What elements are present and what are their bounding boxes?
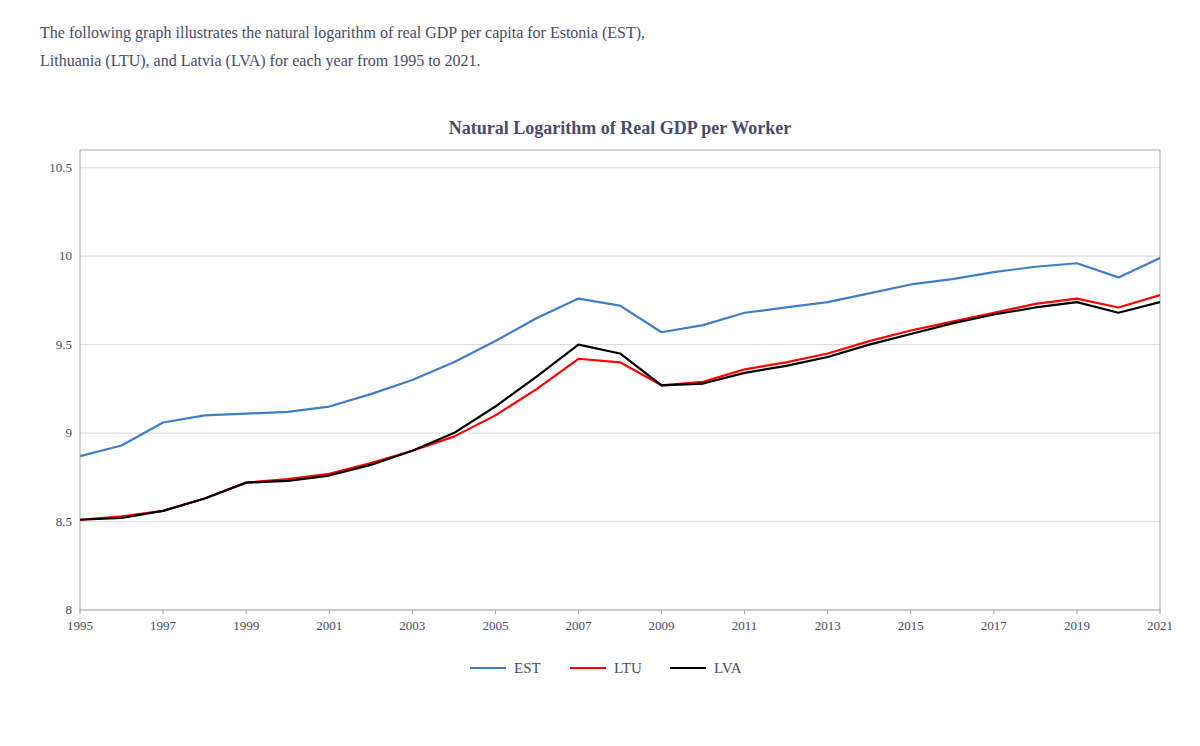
legend-swatch [470, 667, 506, 669]
x-tick-label: 2019 [1064, 618, 1090, 633]
y-tick-label: 8 [66, 602, 73, 617]
legend-label: LTU [614, 660, 642, 676]
x-tick [1076, 610, 1077, 614]
legend-swatch [670, 667, 706, 669]
x-tick-label: 2011 [732, 618, 758, 633]
x-tick-label: 2021 [1147, 618, 1173, 633]
x-tick-label: 2015 [898, 618, 924, 633]
x-tick [993, 610, 994, 614]
x-tick [910, 610, 911, 614]
x-tick [827, 610, 828, 614]
x-tick-label: 2017 [981, 618, 1008, 633]
x-tick [1160, 610, 1161, 614]
legend: EST LTU LVA [470, 660, 742, 676]
lines [80, 258, 1160, 520]
x-tick [744, 610, 745, 614]
series-line [80, 302, 1160, 520]
x-tick-label: 1997 [150, 618, 177, 633]
x-tick-label: 2013 [815, 618, 841, 633]
series-line [80, 258, 1160, 456]
y-tick-label: 9 [66, 425, 73, 440]
x-tick-label: 1995 [67, 618, 93, 633]
subtitle: Lithuania (LTU), and Latvia (LVA) for ea… [40, 52, 481, 70]
series-line [80, 295, 1160, 520]
legend-label: EST [514, 660, 541, 676]
x-tick-label: 2007 [565, 618, 592, 633]
x-tick [412, 610, 413, 614]
subtitle: The following graph illustrates the natu… [40, 24, 645, 42]
x-tick [661, 610, 662, 614]
grid [80, 168, 1160, 610]
x-tick-label: 2005 [482, 618, 508, 633]
chart: The following graph illustrates the natu… [0, 0, 1200, 746]
x-tick-label: 2001 [316, 618, 342, 633]
y-tick-label: 10.5 [49, 160, 72, 175]
x-tick-label: 2009 [649, 618, 675, 633]
x-tick [80, 610, 81, 614]
legend-swatch [570, 667, 606, 669]
x-tick [495, 610, 496, 614]
x-tick [329, 610, 330, 614]
legend-label: LVA [714, 660, 742, 676]
plot-frame [80, 150, 1160, 610]
y-tick-label: 10 [59, 248, 72, 263]
x-tick [578, 610, 579, 614]
x-tick [246, 610, 247, 614]
grid-line [80, 256, 1160, 257]
title: Natural Logarithm of Real GDP per Worker [449, 118, 791, 138]
grid-line [80, 344, 1160, 345]
x-tick [163, 610, 164, 614]
grid-line [80, 521, 1160, 522]
y-tick-label: 9.5 [56, 337, 72, 352]
y-tick-label: 8.5 [56, 514, 72, 529]
grid-line [80, 167, 1160, 168]
x-tick-label: 1999 [233, 618, 259, 633]
grid-line [80, 433, 1160, 434]
x-tick-label: 2003 [399, 618, 425, 633]
